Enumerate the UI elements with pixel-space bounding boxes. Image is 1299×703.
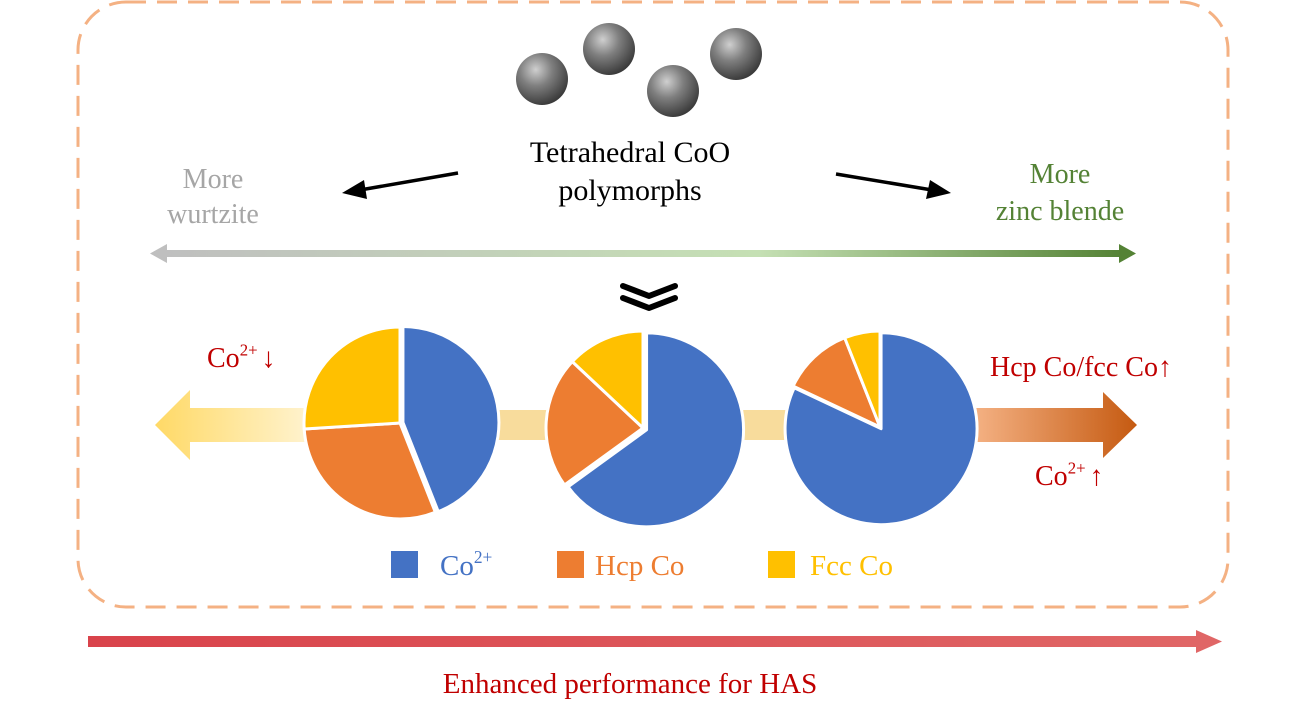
sphere-1 (516, 53, 568, 105)
left-co2-species: Co (207, 343, 240, 374)
legend-swatch-hcp (557, 551, 584, 578)
pie-charts (304, 326, 977, 526)
sphere-3 (647, 65, 699, 117)
right-co2-trend-label: Co2+ ↑ (1035, 459, 1104, 495)
left-co2-charge: 2+ (240, 340, 258, 359)
wurtzite-label: More wurtzite (133, 162, 293, 232)
right-co2-arrow: ↑ (1090, 461, 1104, 492)
hcp-fcc-ratio-label: Hcp Co/fcc Co↑ (990, 350, 1172, 386)
right-pointer-arrow (836, 174, 951, 199)
bottom-performance-arrow (88, 630, 1222, 653)
zinc-blende-label: More zinc blende (975, 156, 1145, 230)
wurtzite-line-1: More (133, 162, 293, 197)
left-pointer-arrow (342, 173, 458, 199)
double-chevron-down-icon (623, 286, 675, 308)
legend-label-hcp: Hcp Co (595, 548, 684, 584)
left-co2-arrow: ↓ (262, 343, 276, 374)
bottom-caption: Enhanced performance for HAS (330, 666, 930, 702)
sphere-4 (710, 28, 762, 80)
title-line-1: Tetrahedral CoO (480, 134, 780, 172)
right-trend-arrow (975, 392, 1137, 458)
right-co2-charge: 2+ (1068, 458, 1086, 477)
polymorph-gradient-arrow (150, 244, 1136, 263)
pie-more-wurtzite-slice-fcc-co (304, 327, 400, 429)
legend-label-fcc: Fcc Co (810, 548, 893, 584)
zinc-blende-line-1: More (975, 156, 1145, 193)
title-line-2: polymorphs (480, 172, 780, 210)
legend-co2-charge: 2+ (474, 547, 493, 567)
legend-co2-text: Co (440, 550, 474, 582)
connector-bar-2 (738, 410, 788, 440)
wurtzite-line-2: wurtzite (133, 197, 293, 232)
legend-swatch-fcc (768, 551, 795, 578)
nanoparticle-spheres (516, 23, 762, 117)
left-co2-trend-label: Co2+ ↓ (207, 341, 276, 377)
right-co2-species: Co (1035, 461, 1068, 492)
legend-swatch-co2 (391, 551, 418, 578)
left-trend-arrow (155, 390, 305, 460)
sphere-2 (583, 23, 635, 75)
zinc-blende-line-2: zinc blende (975, 193, 1145, 230)
legend-label-co2: Co2+ (440, 548, 492, 584)
title-label: Tetrahedral CoO polymorphs (480, 134, 780, 210)
